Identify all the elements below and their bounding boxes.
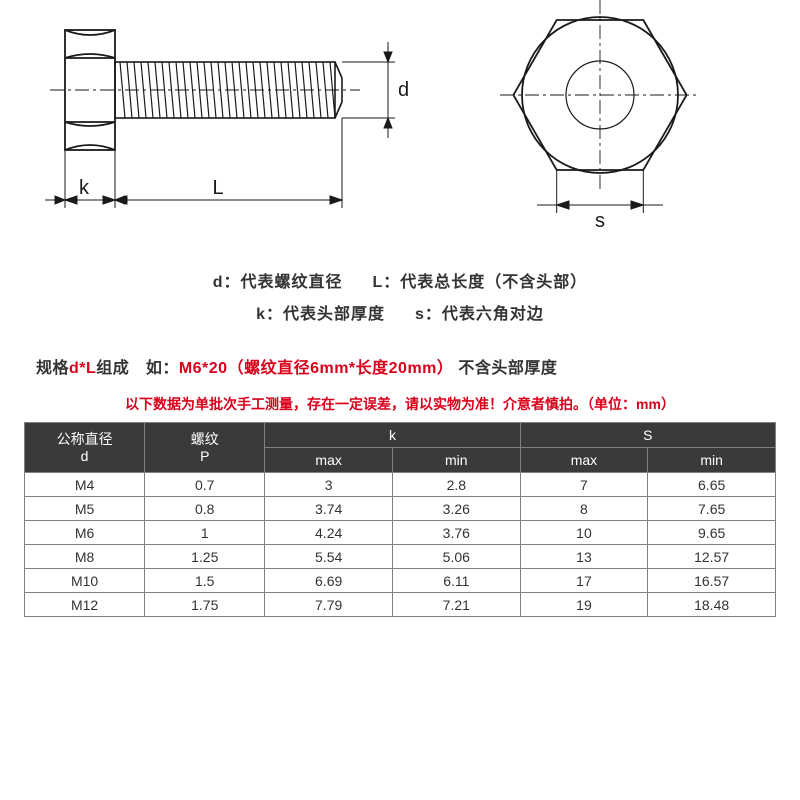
spec-table-body: M40.732.876.65M50.83.743.2687.65M614.243… bbox=[25, 473, 776, 617]
cell-kmax: 5.54 bbox=[265, 545, 393, 569]
format-example: M6*20（螺纹直径6mm*长度20mm） bbox=[179, 360, 454, 377]
format-dL: d*L bbox=[69, 360, 96, 377]
cell-kmin: 2.8 bbox=[392, 473, 520, 497]
legend-line-1: d：代表螺纹直径 L：代表总长度（不含头部） bbox=[40, 268, 760, 292]
cell-smin: 6.65 bbox=[648, 473, 776, 497]
format-mid: 组成 bbox=[96, 360, 129, 377]
table-row: M40.732.876.65 bbox=[25, 473, 776, 497]
cell-kmax: 4.24 bbox=[265, 521, 393, 545]
cell-p: 1.75 bbox=[145, 593, 265, 617]
cell-kmin: 7.21 bbox=[392, 593, 520, 617]
cell-d: M6 bbox=[25, 521, 145, 545]
th-diameter: 公称直径 d bbox=[25, 423, 145, 473]
legend-s: s：代表六角对边 bbox=[415, 306, 544, 323]
cell-p: 1.25 bbox=[145, 545, 265, 569]
cell-smin: 12.57 bbox=[648, 545, 776, 569]
cell-smax: 13 bbox=[520, 545, 648, 569]
format-gap: 如： bbox=[129, 360, 179, 377]
cell-d: M5 bbox=[25, 497, 145, 521]
th-smax: max bbox=[520, 448, 648, 473]
th-k: k bbox=[265, 423, 520, 448]
legend-line-2: k：代表头部厚度 s：代表六角对边 bbox=[40, 300, 760, 324]
th-pitch: 螺纹 P bbox=[145, 423, 265, 473]
th-p-line1: 螺纹 bbox=[191, 431, 219, 447]
format-prefix: 规格 bbox=[36, 360, 69, 377]
cell-smax: 7 bbox=[520, 473, 648, 497]
dim-label-k: k bbox=[79, 177, 90, 199]
dim-label-s: s bbox=[595, 210, 605, 232]
cell-kmin: 3.26 bbox=[392, 497, 520, 521]
measurement-warning: 以下数据为单批次手工测量，存在一定误差，请以实物为准！介意者慎拍。（单位：mm） bbox=[0, 394, 800, 414]
cell-smax: 19 bbox=[520, 593, 648, 617]
cell-smin: 9.65 bbox=[648, 521, 776, 545]
cell-smin: 18.48 bbox=[648, 593, 776, 617]
cell-p: 1 bbox=[145, 521, 265, 545]
cell-p: 1.5 bbox=[145, 569, 265, 593]
cell-p: 0.7 bbox=[145, 473, 265, 497]
cell-smin: 7.65 bbox=[648, 497, 776, 521]
diagram-area: d L k bbox=[0, 0, 800, 250]
dim-label-L: L bbox=[212, 177, 223, 199]
cell-kmax: 6.69 bbox=[265, 569, 393, 593]
cell-kmax: 7.79 bbox=[265, 593, 393, 617]
cell-kmin: 5.06 bbox=[392, 545, 520, 569]
cell-kmin: 3.76 bbox=[392, 521, 520, 545]
dim-label-d: d bbox=[398, 79, 409, 101]
cell-kmax: 3 bbox=[265, 473, 393, 497]
table-row: M50.83.743.2687.65 bbox=[25, 497, 776, 521]
th-p-line2: P bbox=[200, 448, 209, 464]
spec-table: 公称直径 d 螺纹 P k S max min max min M40.732.… bbox=[24, 422, 776, 617]
cell-kmin: 6.11 bbox=[392, 569, 520, 593]
th-d-line2: d bbox=[81, 448, 89, 464]
bolt-side-view: d L k bbox=[45, 30, 409, 208]
cell-p: 0.8 bbox=[145, 497, 265, 521]
th-s: S bbox=[520, 423, 775, 448]
bolt-top-view: s bbox=[500, 0, 700, 232]
th-kmin: min bbox=[392, 448, 520, 473]
format-suffix: 不含头部厚度 bbox=[458, 360, 557, 377]
format-explanation: 规格d*L组成 如：M6*20（螺纹直径6mm*长度20mm） 不含头部厚度 bbox=[0, 354, 800, 378]
th-d-line1: 公称直径 bbox=[57, 431, 113, 447]
cell-kmax: 3.74 bbox=[265, 497, 393, 521]
cell-smin: 16.57 bbox=[648, 569, 776, 593]
legend-d: d：代表螺纹直径 bbox=[213, 274, 343, 291]
table-row: M121.757.797.211918.48 bbox=[25, 593, 776, 617]
table-row: M101.56.696.111716.57 bbox=[25, 569, 776, 593]
cell-d: M12 bbox=[25, 593, 145, 617]
legend-k: k：代表头部厚度 bbox=[256, 306, 385, 323]
table-row: M81.255.545.061312.57 bbox=[25, 545, 776, 569]
cell-smax: 10 bbox=[520, 521, 648, 545]
cell-smax: 17 bbox=[520, 569, 648, 593]
cell-d: M8 bbox=[25, 545, 145, 569]
legend-area: d：代表螺纹直径 L：代表总长度（不含头部） k：代表头部厚度 s：代表六角对边 bbox=[0, 250, 800, 324]
th-smin: min bbox=[648, 448, 776, 473]
cell-d: M10 bbox=[25, 569, 145, 593]
cell-smax: 8 bbox=[520, 497, 648, 521]
cell-d: M4 bbox=[25, 473, 145, 497]
spec-table-head: 公称直径 d 螺纹 P k S max min max min bbox=[25, 423, 776, 473]
legend-L: L：代表总长度（不含头部） bbox=[373, 274, 588, 291]
table-row: M614.243.76109.65 bbox=[25, 521, 776, 545]
technical-drawing: d L k bbox=[0, 0, 800, 250]
th-kmax: max bbox=[265, 448, 393, 473]
